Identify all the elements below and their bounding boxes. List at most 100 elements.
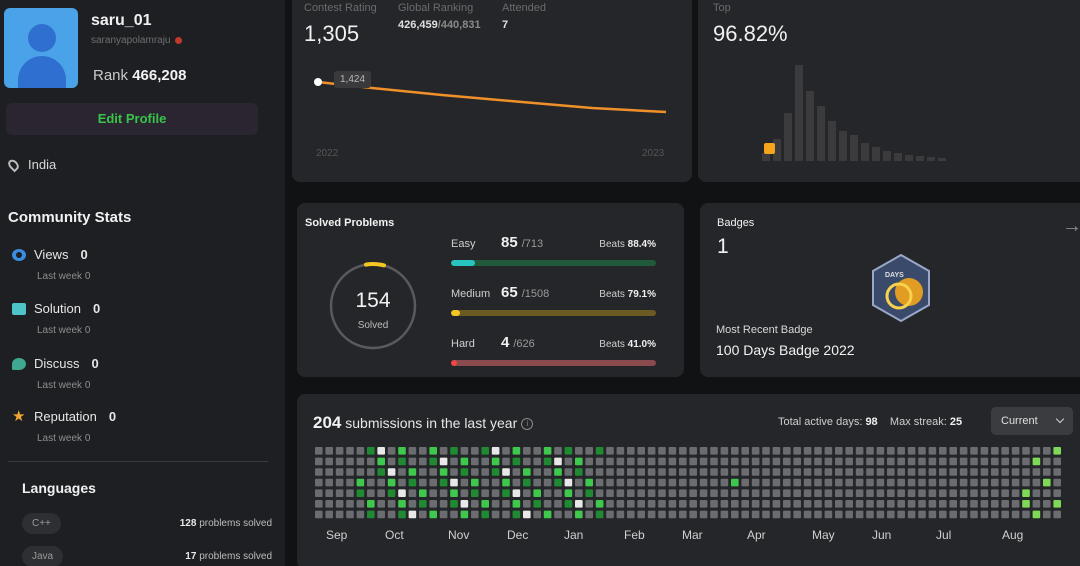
heatmap-cell[interactable]	[315, 457, 323, 466]
heatmap-cell[interactable]	[762, 489, 770, 497]
heatmap-cell[interactable]	[627, 478, 635, 487]
heatmap-cell[interactable]	[689, 478, 697, 487]
heatmap-cell[interactable]	[346, 478, 354, 487]
heatmap-cell[interactable]	[647, 510, 656, 519]
heatmap-cell[interactable]	[970, 510, 978, 519]
heatmap-cell[interactable]	[585, 489, 593, 497]
heatmap-cell[interactable]	[814, 510, 822, 519]
heatmap-cell[interactable]	[481, 478, 489, 487]
heatmap-cell[interactable]	[855, 478, 864, 487]
heatmap-cell[interactable]	[585, 468, 593, 476]
heatmap-cell[interactable]	[835, 489, 843, 497]
heatmap-cell[interactable]	[439, 510, 448, 519]
heatmap-cell[interactable]	[731, 447, 739, 455]
heatmap-cell[interactable]	[741, 500, 749, 508]
heatmap-cell[interactable]	[543, 500, 552, 508]
heatmap-cell[interactable]	[991, 447, 999, 455]
heatmap-cell[interactable]	[429, 457, 437, 466]
heatmap-cell[interactable]	[543, 510, 552, 519]
heatmap-cell[interactable]	[533, 500, 541, 508]
heatmap-cell[interactable]	[377, 447, 385, 455]
heatmap-cell[interactable]	[450, 478, 458, 487]
heatmap-cell[interactable]	[523, 489, 531, 497]
info-icon[interactable]: i	[521, 418, 534, 431]
heatmap-cell[interactable]	[991, 500, 999, 508]
heatmap-cell[interactable]	[814, 500, 822, 508]
heatmap-cell[interactable]	[1022, 510, 1030, 519]
heatmap-cell[interactable]	[1022, 489, 1030, 497]
heatmap-cell[interactable]	[731, 468, 739, 476]
heatmap-cell[interactable]	[991, 468, 999, 476]
heatmap-cell[interactable]	[335, 510, 344, 519]
language-tag[interactable]: Java	[22, 546, 64, 566]
heatmap-cell[interactable]	[491, 457, 500, 466]
heatmap-cell[interactable]	[387, 457, 396, 466]
heatmap-cell[interactable]	[928, 489, 937, 497]
heatmap-cell[interactable]	[803, 500, 812, 508]
heatmap-cell[interactable]	[803, 457, 812, 466]
heatmap-cell[interactable]	[918, 510, 926, 519]
heatmap-cell[interactable]	[762, 468, 770, 476]
heatmap-cell[interactable]	[699, 500, 708, 508]
heatmap-cell[interactable]	[346, 510, 354, 519]
heatmap-cell[interactable]	[325, 447, 333, 455]
heatmap-cell[interactable]	[325, 489, 333, 497]
heatmap-cell[interactable]	[970, 478, 978, 487]
heatmap-cell[interactable]	[679, 457, 687, 466]
heatmap-cell[interactable]	[928, 478, 937, 487]
heatmap-cell[interactable]	[627, 489, 635, 497]
badge-100-days-icon[interactable]: DAYS	[865, 252, 937, 324]
heatmap-cell[interactable]	[398, 457, 406, 466]
heatmap-cell[interactable]	[564, 510, 573, 519]
heatmap-cell[interactable]	[315, 489, 323, 497]
heatmap-cell[interactable]	[367, 510, 375, 519]
heatmap-cell[interactable]	[991, 478, 999, 487]
heatmap-cell[interactable]	[814, 489, 822, 497]
heatmap-cell[interactable]	[325, 500, 333, 508]
heatmap-cell[interactable]	[731, 478, 739, 487]
heatmap-cell[interactable]	[959, 500, 968, 508]
heatmap-cell[interactable]	[356, 489, 365, 497]
heatmap-cell[interactable]	[658, 489, 666, 497]
heatmap-cell[interactable]	[1053, 447, 1061, 455]
heatmap-cell[interactable]	[408, 478, 417, 487]
heatmap-cell[interactable]	[575, 500, 583, 508]
heatmap-cell[interactable]	[824, 500, 833, 508]
heatmap-cell[interactable]	[647, 457, 656, 466]
heatmap-cell[interactable]	[679, 489, 687, 497]
heatmap-cell[interactable]	[991, 457, 999, 466]
heatmap-cell[interactable]	[710, 468, 718, 476]
heatmap-cell[interactable]	[512, 510, 521, 519]
heatmap-cell[interactable]	[689, 447, 697, 455]
heatmap-cell[interactable]	[335, 468, 344, 476]
heatmap-cell[interactable]	[471, 468, 479, 476]
heatmap-cell[interactable]	[471, 510, 479, 519]
heatmap-cell[interactable]	[460, 510, 469, 519]
heatmap-cell[interactable]	[491, 500, 500, 508]
heatmap-cell[interactable]	[814, 457, 822, 466]
heatmap-cell[interactable]	[627, 447, 635, 455]
heatmap-cell[interactable]	[367, 457, 375, 466]
heatmap-cell[interactable]	[876, 489, 885, 497]
heatmap-cell[interactable]	[471, 457, 479, 466]
heatmap-cell[interactable]	[731, 500, 739, 508]
heatmap-cell[interactable]	[699, 510, 708, 519]
heatmap-cell[interactable]	[845, 468, 853, 476]
heatmap-cell[interactable]	[543, 447, 552, 455]
heatmap-cell[interactable]	[554, 457, 562, 466]
heatmap-cell[interactable]	[720, 478, 729, 487]
heatmap-cell[interactable]	[533, 468, 541, 476]
heatmap-cell[interactable]	[533, 510, 541, 519]
heatmap-cell[interactable]	[356, 468, 365, 476]
heatmap-cell[interactable]	[1032, 489, 1041, 497]
heatmap-cell[interactable]	[429, 510, 437, 519]
heatmap-cell[interactable]	[1011, 447, 1020, 455]
heatmap-cell[interactable]	[1022, 468, 1030, 476]
heatmap-cell[interactable]	[1032, 468, 1041, 476]
heatmap-cell[interactable]	[637, 500, 645, 508]
heatmap-cell[interactable]	[751, 457, 760, 466]
heatmap-cell[interactable]	[502, 457, 510, 466]
heatmap-cell[interactable]	[720, 457, 729, 466]
heatmap-cell[interactable]	[980, 500, 989, 508]
heatmap-cell[interactable]	[637, 447, 645, 455]
